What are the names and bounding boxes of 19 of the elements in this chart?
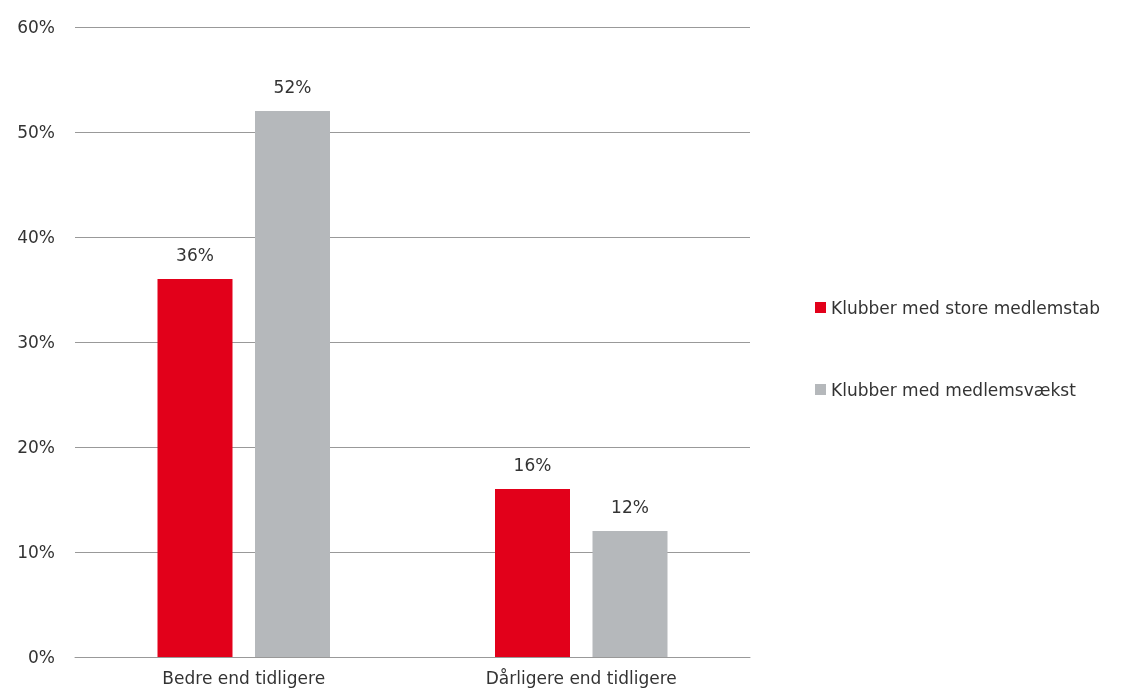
y-tick-label: 40% [17, 227, 55, 247]
data-label: 52% [273, 76, 312, 97]
bar [255, 111, 330, 657]
data-label: 12% [611, 496, 649, 517]
y-tick-label: 0% [28, 647, 55, 667]
bar [592, 531, 668, 657]
y-tick-label: 60% [17, 17, 55, 37]
y-tick-label: 30% [17, 332, 55, 352]
legend-label: Klubber med store medlemstab [831, 297, 1101, 318]
y-tick-label: 50% [17, 122, 55, 142]
x-tick-label: Dårligere end tidligere [485, 667, 677, 688]
data-label: 36% [176, 244, 214, 265]
y-tick-label: 20% [17, 437, 55, 457]
y-tick-label: 10% [17, 542, 55, 562]
bar [157, 279, 233, 657]
bar [495, 489, 570, 657]
x-tick-label: Bedre end tidligere [162, 667, 326, 688]
data-label: 16% [513, 454, 552, 475]
legend-label: Klubber med medlemsvækst [831, 379, 1077, 400]
